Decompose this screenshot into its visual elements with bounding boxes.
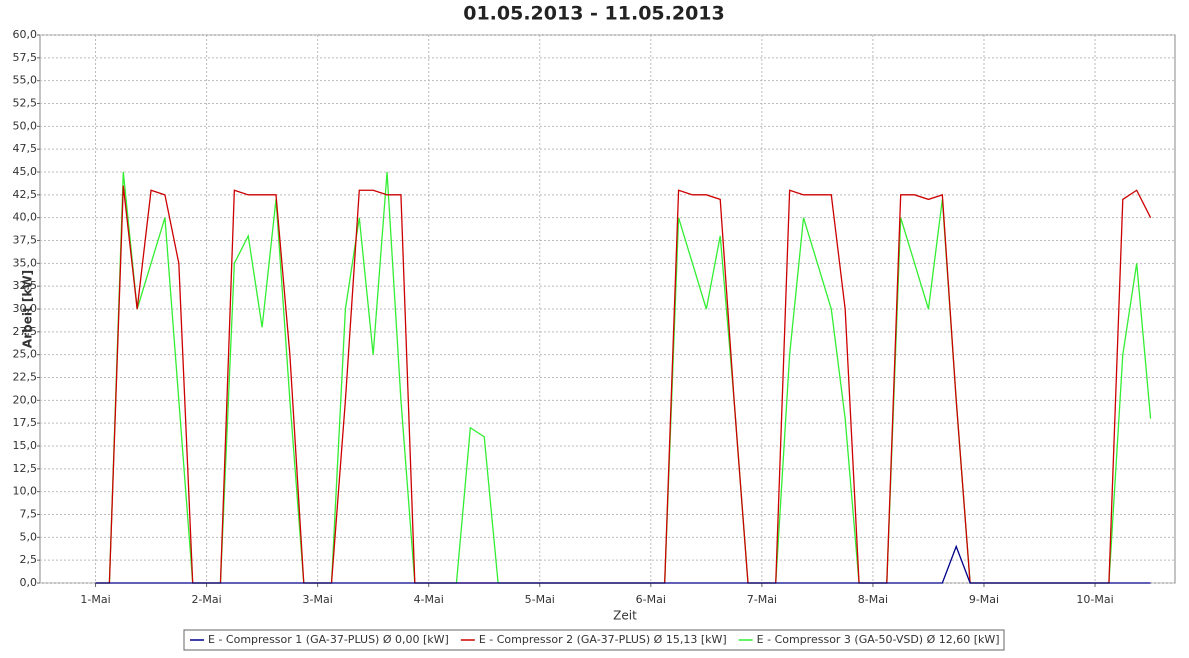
y-tick-label: 47,5 xyxy=(13,142,38,155)
y-tick-label: 25,0 xyxy=(13,348,38,361)
y-tick-label: 55,0 xyxy=(13,74,38,87)
x-tick-label: 1-Mai xyxy=(80,593,110,606)
y-tick-label: 12,5 xyxy=(13,462,38,475)
y-tick-label: 52,5 xyxy=(13,97,38,110)
y-tick-label: 5,0 xyxy=(20,530,38,543)
y-tick-label: 45,0 xyxy=(13,165,38,178)
x-axis-label: Zeit xyxy=(613,609,637,623)
chart-title: 01.05.2013 - 11.05.2013 xyxy=(463,3,725,25)
series-line xyxy=(95,544,1151,584)
x-tick-label: 2-Mai xyxy=(191,593,221,606)
y-tick-label: 15,0 xyxy=(13,439,38,452)
x-tick-label: 8-Mai xyxy=(858,593,888,606)
y-tick-label: 37,5 xyxy=(13,234,38,247)
x-tick-label: 6-Mai xyxy=(636,593,666,606)
x-tick-label: 4-Mai xyxy=(414,593,444,606)
legend-label: E - Compressor 3 (GA-50-VSD) Ø 12,60 [kW… xyxy=(757,633,1000,646)
y-tick-label: 17,5 xyxy=(13,416,38,429)
y-tick-label: 35,0 xyxy=(13,256,38,269)
y-tick-label: 40,0 xyxy=(13,211,38,224)
y-tick-label: 0,0 xyxy=(20,576,38,589)
x-tick-label: 5-Mai xyxy=(525,593,555,606)
legend xyxy=(183,629,1005,651)
x-tick-label: 3-Mai xyxy=(303,593,333,606)
y-tick-label: 60,0 xyxy=(13,28,38,41)
y-tick-label: 30,0 xyxy=(13,302,38,315)
y-tick-label: 20,0 xyxy=(13,393,38,406)
y-tick-label: 57,5 xyxy=(13,51,38,64)
y-tick-label: 42,5 xyxy=(13,188,38,201)
legend-label: E - Compressor 2 (GA-37-PLUS) Ø 15,13 [k… xyxy=(479,633,727,646)
x-tick-label: 10-Mai xyxy=(1076,593,1113,606)
y-tick-label: 32,5 xyxy=(13,279,38,292)
y-tick-label: 7,5 xyxy=(20,508,38,521)
y-tick-label: 27,5 xyxy=(13,325,38,338)
legend-label: E - Compressor 1 (GA-37-PLUS) Ø 0,00 [kW… xyxy=(208,633,449,646)
y-tick-label: 10,0 xyxy=(13,485,38,498)
x-tick-label: 7-Mai xyxy=(747,593,777,606)
x-tick-label: 9-Mai xyxy=(969,593,999,606)
y-tick-label: 50,0 xyxy=(13,119,38,132)
y-tick-label: 22,5 xyxy=(13,371,38,384)
y-axis-label: Arbeit [kW] xyxy=(21,270,35,348)
y-tick-label: 2,5 xyxy=(20,553,38,566)
